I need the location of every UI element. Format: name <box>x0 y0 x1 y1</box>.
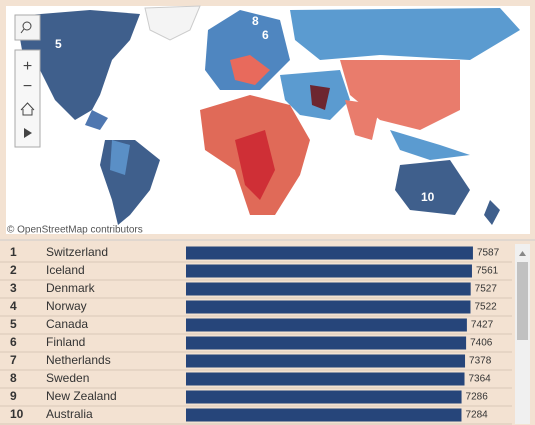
eastern-europe <box>230 55 270 85</box>
country: Canada <box>46 317 88 331</box>
map-toolbar: + − <box>14 14 41 148</box>
bar <box>186 246 473 260</box>
country: Norway <box>46 299 87 313</box>
bar <box>186 282 471 296</box>
country: Switzerland <box>46 245 108 259</box>
search-icon-handle <box>20 28 25 34</box>
bar <box>186 336 467 350</box>
australia <box>395 160 470 215</box>
rank: 1 <box>10 245 17 259</box>
pan-button[interactable] <box>24 128 32 138</box>
map-label: 5 <box>55 37 62 51</box>
new-zealand <box>484 200 500 225</box>
value-label: 7527 <box>475 284 498 295</box>
south-america-2 <box>110 140 130 175</box>
bar <box>186 354 466 368</box>
country: Finland <box>46 335 85 349</box>
rank: 6 <box>10 335 17 349</box>
country: New Zealand <box>46 389 117 403</box>
map-label: 8 <box>252 14 259 28</box>
attribution: © OpenStreetMap contributors <box>7 225 143 236</box>
value-label: 7427 <box>471 320 494 331</box>
country: Iceland <box>46 263 85 277</box>
rank: 9 <box>10 389 17 403</box>
greenland <box>144 5 201 41</box>
value-label: 7406 <box>470 338 493 349</box>
rank: 10 <box>10 407 24 421</box>
rank: 2 <box>10 263 17 277</box>
bar <box>186 408 462 422</box>
zoom-out[interactable]: − <box>23 78 32 95</box>
russia <box>290 8 520 60</box>
afghanistan <box>310 85 330 110</box>
zoom-in[interactable]: + <box>23 58 32 75</box>
central-america <box>85 110 108 130</box>
bar <box>186 318 467 332</box>
value-label: 7286 <box>466 392 489 403</box>
bar <box>186 372 465 386</box>
map-label: 10 <box>421 190 435 204</box>
rank: 5 <box>10 317 17 331</box>
india <box>345 100 380 140</box>
home-button[interactable] <box>20 102 35 116</box>
rank: 7 <box>10 353 17 367</box>
map-label: 6 <box>262 28 269 42</box>
value-label: 7522 <box>474 302 497 313</box>
search-icon <box>22 21 32 31</box>
value-label: 7378 <box>469 356 492 367</box>
value-label: 7561 <box>476 266 499 277</box>
value-label: 7364 <box>469 374 492 385</box>
rank: 8 <box>10 371 17 385</box>
north-america <box>16 10 140 120</box>
indonesia <box>390 130 470 160</box>
bar <box>186 390 462 404</box>
central-africa <box>235 130 275 200</box>
search-button[interactable] <box>14 14 41 41</box>
scroll-up[interactable] <box>519 251 526 256</box>
country: Netherlands <box>46 353 111 367</box>
value-label: 7587 <box>477 248 500 259</box>
country: Denmark <box>46 281 96 295</box>
china <box>340 60 460 130</box>
scroll-thumb[interactable] <box>517 262 528 340</box>
country: Sweden <box>46 371 89 385</box>
value-label: 7284 <box>465 410 488 421</box>
country: Australia <box>46 407 93 421</box>
rank: 4 <box>10 299 17 313</box>
rank: 3 <box>10 281 17 295</box>
bar <box>186 300 471 314</box>
bar <box>186 264 472 278</box>
